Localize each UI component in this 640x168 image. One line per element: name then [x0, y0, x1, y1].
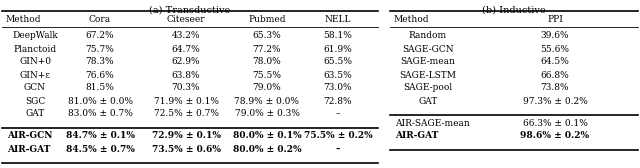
Text: 79.0%: 79.0%	[253, 83, 282, 93]
Text: 73.5% ± 0.6%: 73.5% ± 0.6%	[152, 144, 221, 154]
Text: 75.5%: 75.5%	[253, 71, 282, 79]
Text: 97.3% ± 0.2%: 97.3% ± 0.2%	[523, 96, 588, 106]
Text: 66.3% ± 0.1%: 66.3% ± 0.1%	[523, 118, 588, 128]
Text: SAGE-GCN: SAGE-GCN	[402, 45, 454, 53]
Text: 66.8%: 66.8%	[541, 71, 570, 79]
Text: 84.7% ± 0.1%: 84.7% ± 0.1%	[65, 132, 134, 140]
Text: Method: Method	[5, 15, 40, 25]
Text: 72.8%: 72.8%	[324, 96, 352, 106]
Text: 63.5%: 63.5%	[324, 71, 353, 79]
Text: GIN+ε: GIN+ε	[19, 71, 51, 79]
Text: Planctoid: Planctoid	[13, 45, 56, 53]
Text: 72.9% ± 0.1%: 72.9% ± 0.1%	[152, 132, 221, 140]
Text: PPI: PPI	[547, 15, 563, 25]
Text: 75.7%: 75.7%	[86, 45, 115, 53]
Text: GAT: GAT	[26, 110, 45, 118]
Text: 61.9%: 61.9%	[324, 45, 353, 53]
Text: (b) Inductive: (b) Inductive	[482, 6, 546, 15]
Text: 84.5% ± 0.7%: 84.5% ± 0.7%	[65, 144, 134, 154]
Text: 72.5% ± 0.7%: 72.5% ± 0.7%	[154, 110, 218, 118]
Text: 83.0% ± 0.7%: 83.0% ± 0.7%	[68, 110, 132, 118]
Text: SAGE-mean: SAGE-mean	[401, 57, 456, 67]
Text: 64.5%: 64.5%	[541, 57, 570, 67]
Text: 64.7%: 64.7%	[172, 45, 200, 53]
Text: 77.2%: 77.2%	[253, 45, 282, 53]
Text: 65.5%: 65.5%	[323, 57, 353, 67]
Text: DeepWalk: DeepWalk	[12, 32, 58, 40]
Text: 78.3%: 78.3%	[86, 57, 115, 67]
Text: SGC: SGC	[25, 96, 45, 106]
Text: 70.3%: 70.3%	[172, 83, 200, 93]
Text: 67.2%: 67.2%	[86, 32, 115, 40]
Text: 73.8%: 73.8%	[541, 83, 570, 93]
Text: Method: Method	[393, 15, 429, 25]
Text: 79.0% ± 0.3%: 79.0% ± 0.3%	[235, 110, 300, 118]
Text: SAGE-pool: SAGE-pool	[403, 83, 452, 93]
Text: GCN: GCN	[24, 83, 46, 93]
Text: 80.0% ± 0.1%: 80.0% ± 0.1%	[232, 132, 301, 140]
Text: 71.9% ± 0.1%: 71.9% ± 0.1%	[154, 96, 218, 106]
Text: (a) Transductive: (a) Transductive	[149, 6, 230, 15]
Text: 39.6%: 39.6%	[541, 32, 570, 40]
Text: 62.9%: 62.9%	[172, 57, 200, 67]
Text: 81.0% ± 0.0%: 81.0% ± 0.0%	[67, 96, 132, 106]
Text: AIR-GAT: AIR-GAT	[395, 132, 438, 140]
Text: Cora: Cora	[89, 15, 111, 25]
Text: AIR-GAT: AIR-GAT	[7, 144, 51, 154]
Text: 43.2%: 43.2%	[172, 32, 200, 40]
Text: AIR-GCN: AIR-GCN	[7, 132, 52, 140]
Text: 73.0%: 73.0%	[324, 83, 352, 93]
Text: Citeseer: Citeseer	[166, 15, 205, 25]
Text: 55.6%: 55.6%	[541, 45, 570, 53]
Text: Pubmed: Pubmed	[248, 15, 285, 25]
Text: 75.5% ± 0.2%: 75.5% ± 0.2%	[303, 132, 372, 140]
Text: 58.1%: 58.1%	[324, 32, 353, 40]
Text: 98.6% ± 0.2%: 98.6% ± 0.2%	[520, 132, 589, 140]
Text: SAGE-LSTM: SAGE-LSTM	[399, 71, 456, 79]
Text: 78.9% ± 0.0%: 78.9% ± 0.0%	[234, 96, 300, 106]
Text: 63.8%: 63.8%	[172, 71, 200, 79]
Text: Random: Random	[409, 32, 447, 40]
Text: 80.0% ± 0.2%: 80.0% ± 0.2%	[233, 144, 301, 154]
Text: –: –	[336, 144, 340, 154]
Text: GIN+0: GIN+0	[19, 57, 51, 67]
Text: 76.6%: 76.6%	[86, 71, 115, 79]
Text: 78.0%: 78.0%	[253, 57, 282, 67]
Text: –: –	[336, 110, 340, 118]
Text: NELL: NELL	[324, 15, 351, 25]
Text: 81.5%: 81.5%	[86, 83, 115, 93]
Text: GAT: GAT	[419, 96, 438, 106]
Text: 65.3%: 65.3%	[253, 32, 282, 40]
Text: AIR-SAGE-mean: AIR-SAGE-mean	[395, 118, 470, 128]
